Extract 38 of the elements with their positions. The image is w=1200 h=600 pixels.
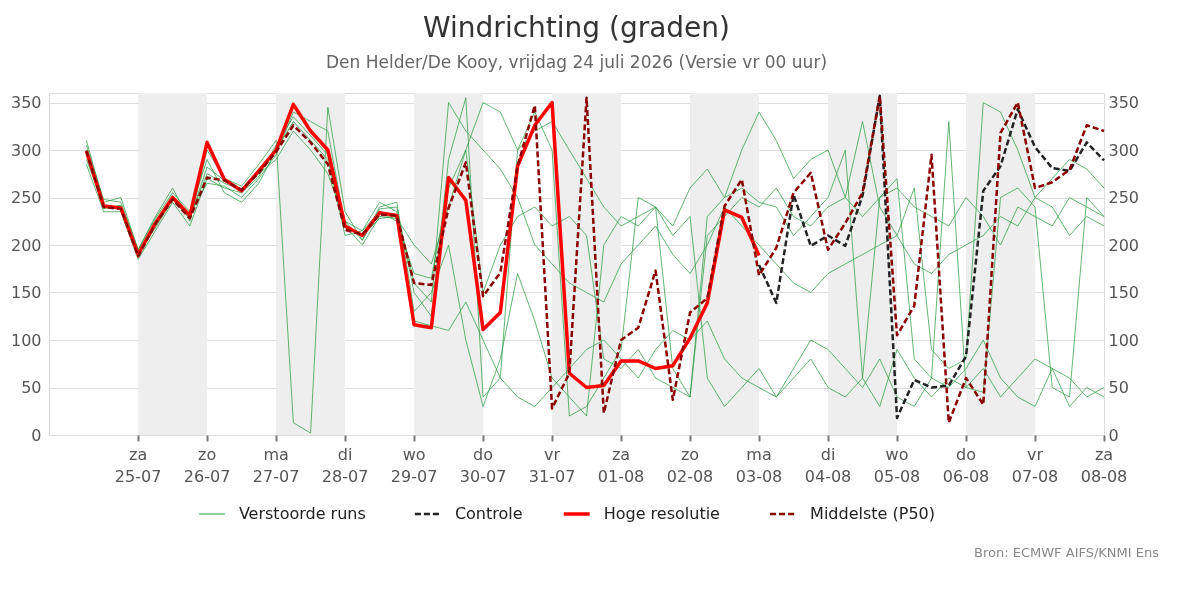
- y-tick-label: 50: [21, 378, 42, 397]
- y-tick-label: 100: [10, 330, 42, 350]
- x-tick-label: ma 03-08: [735, 445, 783, 486]
- legend-label: Verstoorde runs: [238, 504, 366, 523]
- y2-tick-label: 150: [1108, 283, 1140, 302]
- y-tick-label: 200: [10, 235, 42, 255]
- legend-label: Hoge resolutie: [603, 504, 720, 523]
- text: Bron: ECMWF AIFS/KNMI Ens: [974, 545, 1160, 560]
- x-tick-label: zo 26-07: [183, 445, 231, 486]
- x-tick-label: za 25-07: [114, 445, 162, 486]
- y2-tick-label: 200: [1108, 235, 1140, 255]
- y2-tick-label: 50: [1108, 378, 1129, 397]
- x-tick-label: wo 29-07: [390, 445, 438, 486]
- y-tick-label: 300: [10, 140, 42, 160]
- legend-label: Controle: [454, 504, 523, 523]
- x-tick-label: wo 05-08: [873, 445, 921, 486]
- x-tick-label: zo 02-08: [666, 445, 714, 486]
- x-tick-label: vr 31-07: [528, 445, 576, 486]
- chart-subtitle: Den Helder/De Kooy, vrijdag 24 juli 2026 (Versie vr 00 uur): [325, 52, 828, 72]
- x-tick-label: vr 07-08: [1011, 445, 1059, 486]
- y2-tick-label: 0: [1108, 425, 1119, 445]
- x-tick-label: di 28-07: [321, 445, 369, 486]
- x-tick-label: ma 27-07: [252, 445, 300, 486]
- y2-tick-label: 250: [1108, 188, 1140, 207]
- y-tick-label: 250: [10, 188, 42, 207]
- y-tick-label: 0: [31, 425, 42, 445]
- legend-label: Middelste (P50): [810, 504, 935, 523]
- x-tick-label: do 06-08: [942, 445, 990, 486]
- y2-tick-label: 100: [1108, 330, 1140, 350]
- y2-tick-label: 350: [1108, 93, 1140, 112]
- x-tick-label: za 08-08: [1080, 445, 1128, 486]
- x-tick-label: do 30-07: [459, 445, 507, 486]
- x-tick-label: za 01-08: [597, 445, 645, 486]
- y-tick-label: 150: [10, 283, 42, 302]
- y2-tick-label: 300: [1108, 140, 1140, 160]
- y-tick-label: 350: [10, 93, 42, 112]
- chart-title: Windrichting (graden): [422, 11, 731, 44]
- x-tick-label: di 04-08: [804, 445, 852, 486]
